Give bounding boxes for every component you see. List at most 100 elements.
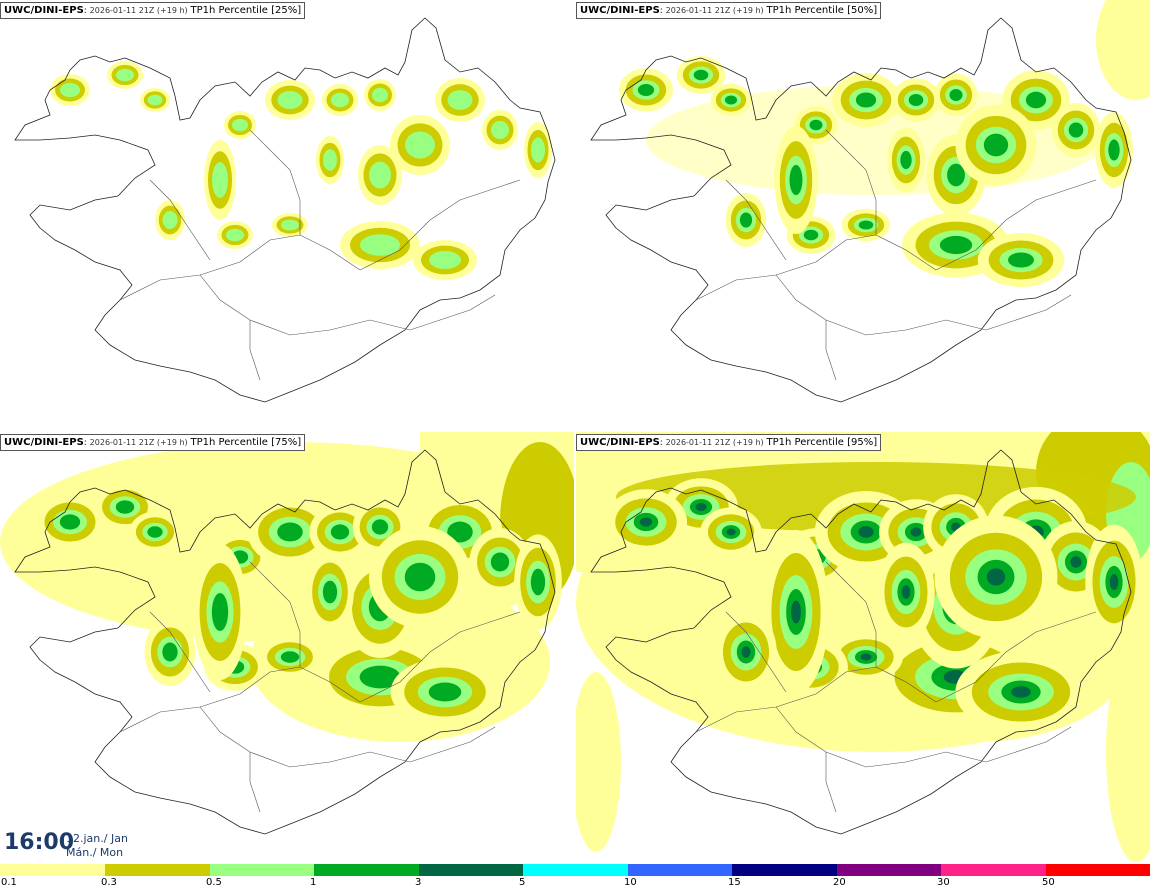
legend-swatch <box>314 864 419 876</box>
precip-area <box>741 646 751 658</box>
precip-area <box>803 229 819 241</box>
precip-area <box>530 568 546 596</box>
precip-area <box>1096 0 1150 100</box>
precip-area <box>232 118 248 132</box>
precip-area <box>359 665 401 689</box>
precip-area <box>900 150 912 170</box>
precip-area <box>447 521 473 543</box>
coastline <box>14 449 556 835</box>
legend-tick-label: 30 <box>937 877 950 888</box>
precip-area <box>724 95 738 105</box>
road <box>359 611 521 703</box>
precip-area <box>983 133 1009 157</box>
road <box>825 129 877 235</box>
road <box>249 561 301 667</box>
precip-area <box>211 592 229 632</box>
precip-area <box>693 69 709 81</box>
valid-date: 12.jan./ Jan <box>66 832 128 845</box>
road <box>825 320 837 381</box>
variable-label: TP1h Percentile [50%] <box>766 5 878 16</box>
precip-area <box>1008 252 1034 268</box>
precip-area <box>491 121 509 139</box>
precip-area <box>986 568 1006 586</box>
legend-tick-label: 1 <box>310 877 317 888</box>
source-label: UWC/DINI-EPS <box>580 437 660 448</box>
precip-area <box>1109 573 1119 591</box>
precip-area <box>115 500 135 514</box>
panel-title: UWC/DINI-EPS: 2026-01-11 21Z (+19 h) TP1… <box>576 2 882 19</box>
precip-area <box>212 162 228 198</box>
precip-area <box>739 212 753 228</box>
legend-tick-label: 0.3 <box>101 877 117 888</box>
precip-area <box>330 524 350 540</box>
precip-area <box>116 68 134 82</box>
source-label: UWC/DINI-EPS <box>4 437 84 448</box>
precip-area <box>726 528 736 536</box>
precip-area <box>939 235 973 255</box>
precip-area <box>323 149 337 171</box>
precip-field <box>50 61 552 280</box>
precip-field <box>619 0 1150 287</box>
road <box>119 666 361 733</box>
legend-swatch <box>0 864 105 876</box>
coastline <box>590 449 1132 835</box>
road <box>825 561 877 667</box>
legend-swatch <box>837 864 941 876</box>
precip-map <box>14 17 556 403</box>
legend-tick-label: 15 <box>728 877 741 888</box>
legend-tick-label: 20 <box>833 877 846 888</box>
precip-area <box>855 92 877 108</box>
precip-area <box>322 580 338 604</box>
panel-title: UWC/DINI-EPS: 2026-01-11 21Z (+19 h) TP1… <box>0 434 306 451</box>
precip-area <box>947 163 965 187</box>
legend-swatch <box>732 864 837 876</box>
road <box>249 129 301 235</box>
precip-area <box>369 161 391 189</box>
precip-area <box>277 522 303 542</box>
precip-field <box>0 432 574 742</box>
precip-area <box>789 164 803 196</box>
road <box>825 752 837 813</box>
coastline <box>590 17 1132 403</box>
precip-area <box>531 137 545 163</box>
road <box>725 611 787 693</box>
map-panel-75: UWC/DINI-EPS: 2026-01-11 21Z (+19 h) TP1… <box>0 432 574 862</box>
variable-label: TP1h Percentile [25%] <box>190 5 302 16</box>
precip-area <box>490 552 510 572</box>
precip-area <box>360 234 400 256</box>
precip-area <box>162 211 178 229</box>
precip-area <box>1068 122 1084 138</box>
precip-area <box>1108 139 1120 161</box>
road <box>695 666 937 733</box>
precip-area <box>901 585 911 599</box>
precip-area <box>1025 91 1047 109</box>
road <box>935 611 1097 703</box>
valid-weekday: Mán./ Mon <box>66 846 124 859</box>
road <box>775 274 987 336</box>
run-date: 2026-01-11 21Z (+19 h) <box>665 438 764 447</box>
precip-area <box>147 94 163 106</box>
precip-area <box>576 672 621 852</box>
precip-map <box>576 432 1150 862</box>
precip-area <box>447 90 473 110</box>
legend-swatch <box>628 864 732 876</box>
precip-area <box>371 519 389 535</box>
precip-area <box>809 119 823 131</box>
precip-area <box>1070 556 1082 568</box>
legend-tick-label: 0.1 <box>1 877 17 888</box>
source-label: UWC/DINI-EPS <box>580 5 660 16</box>
legend-swatch <box>941 864 1046 876</box>
precip-area <box>791 600 801 624</box>
legend-tick-label: 10 <box>624 877 637 888</box>
run-date: 2026-01-11 21Z (+19 h) <box>89 438 188 447</box>
precip-area <box>59 514 81 530</box>
run-date: 2026-01-11 21Z (+19 h) <box>665 6 764 15</box>
precip-area <box>910 527 922 537</box>
valid-time-box: 16:00 12.jan./ Jan Mán./ Mon <box>0 824 142 862</box>
road <box>935 179 1097 271</box>
road <box>985 294 1072 331</box>
legend-swatch <box>105 864 210 876</box>
coastline <box>14 17 556 403</box>
precip-area <box>280 651 300 663</box>
